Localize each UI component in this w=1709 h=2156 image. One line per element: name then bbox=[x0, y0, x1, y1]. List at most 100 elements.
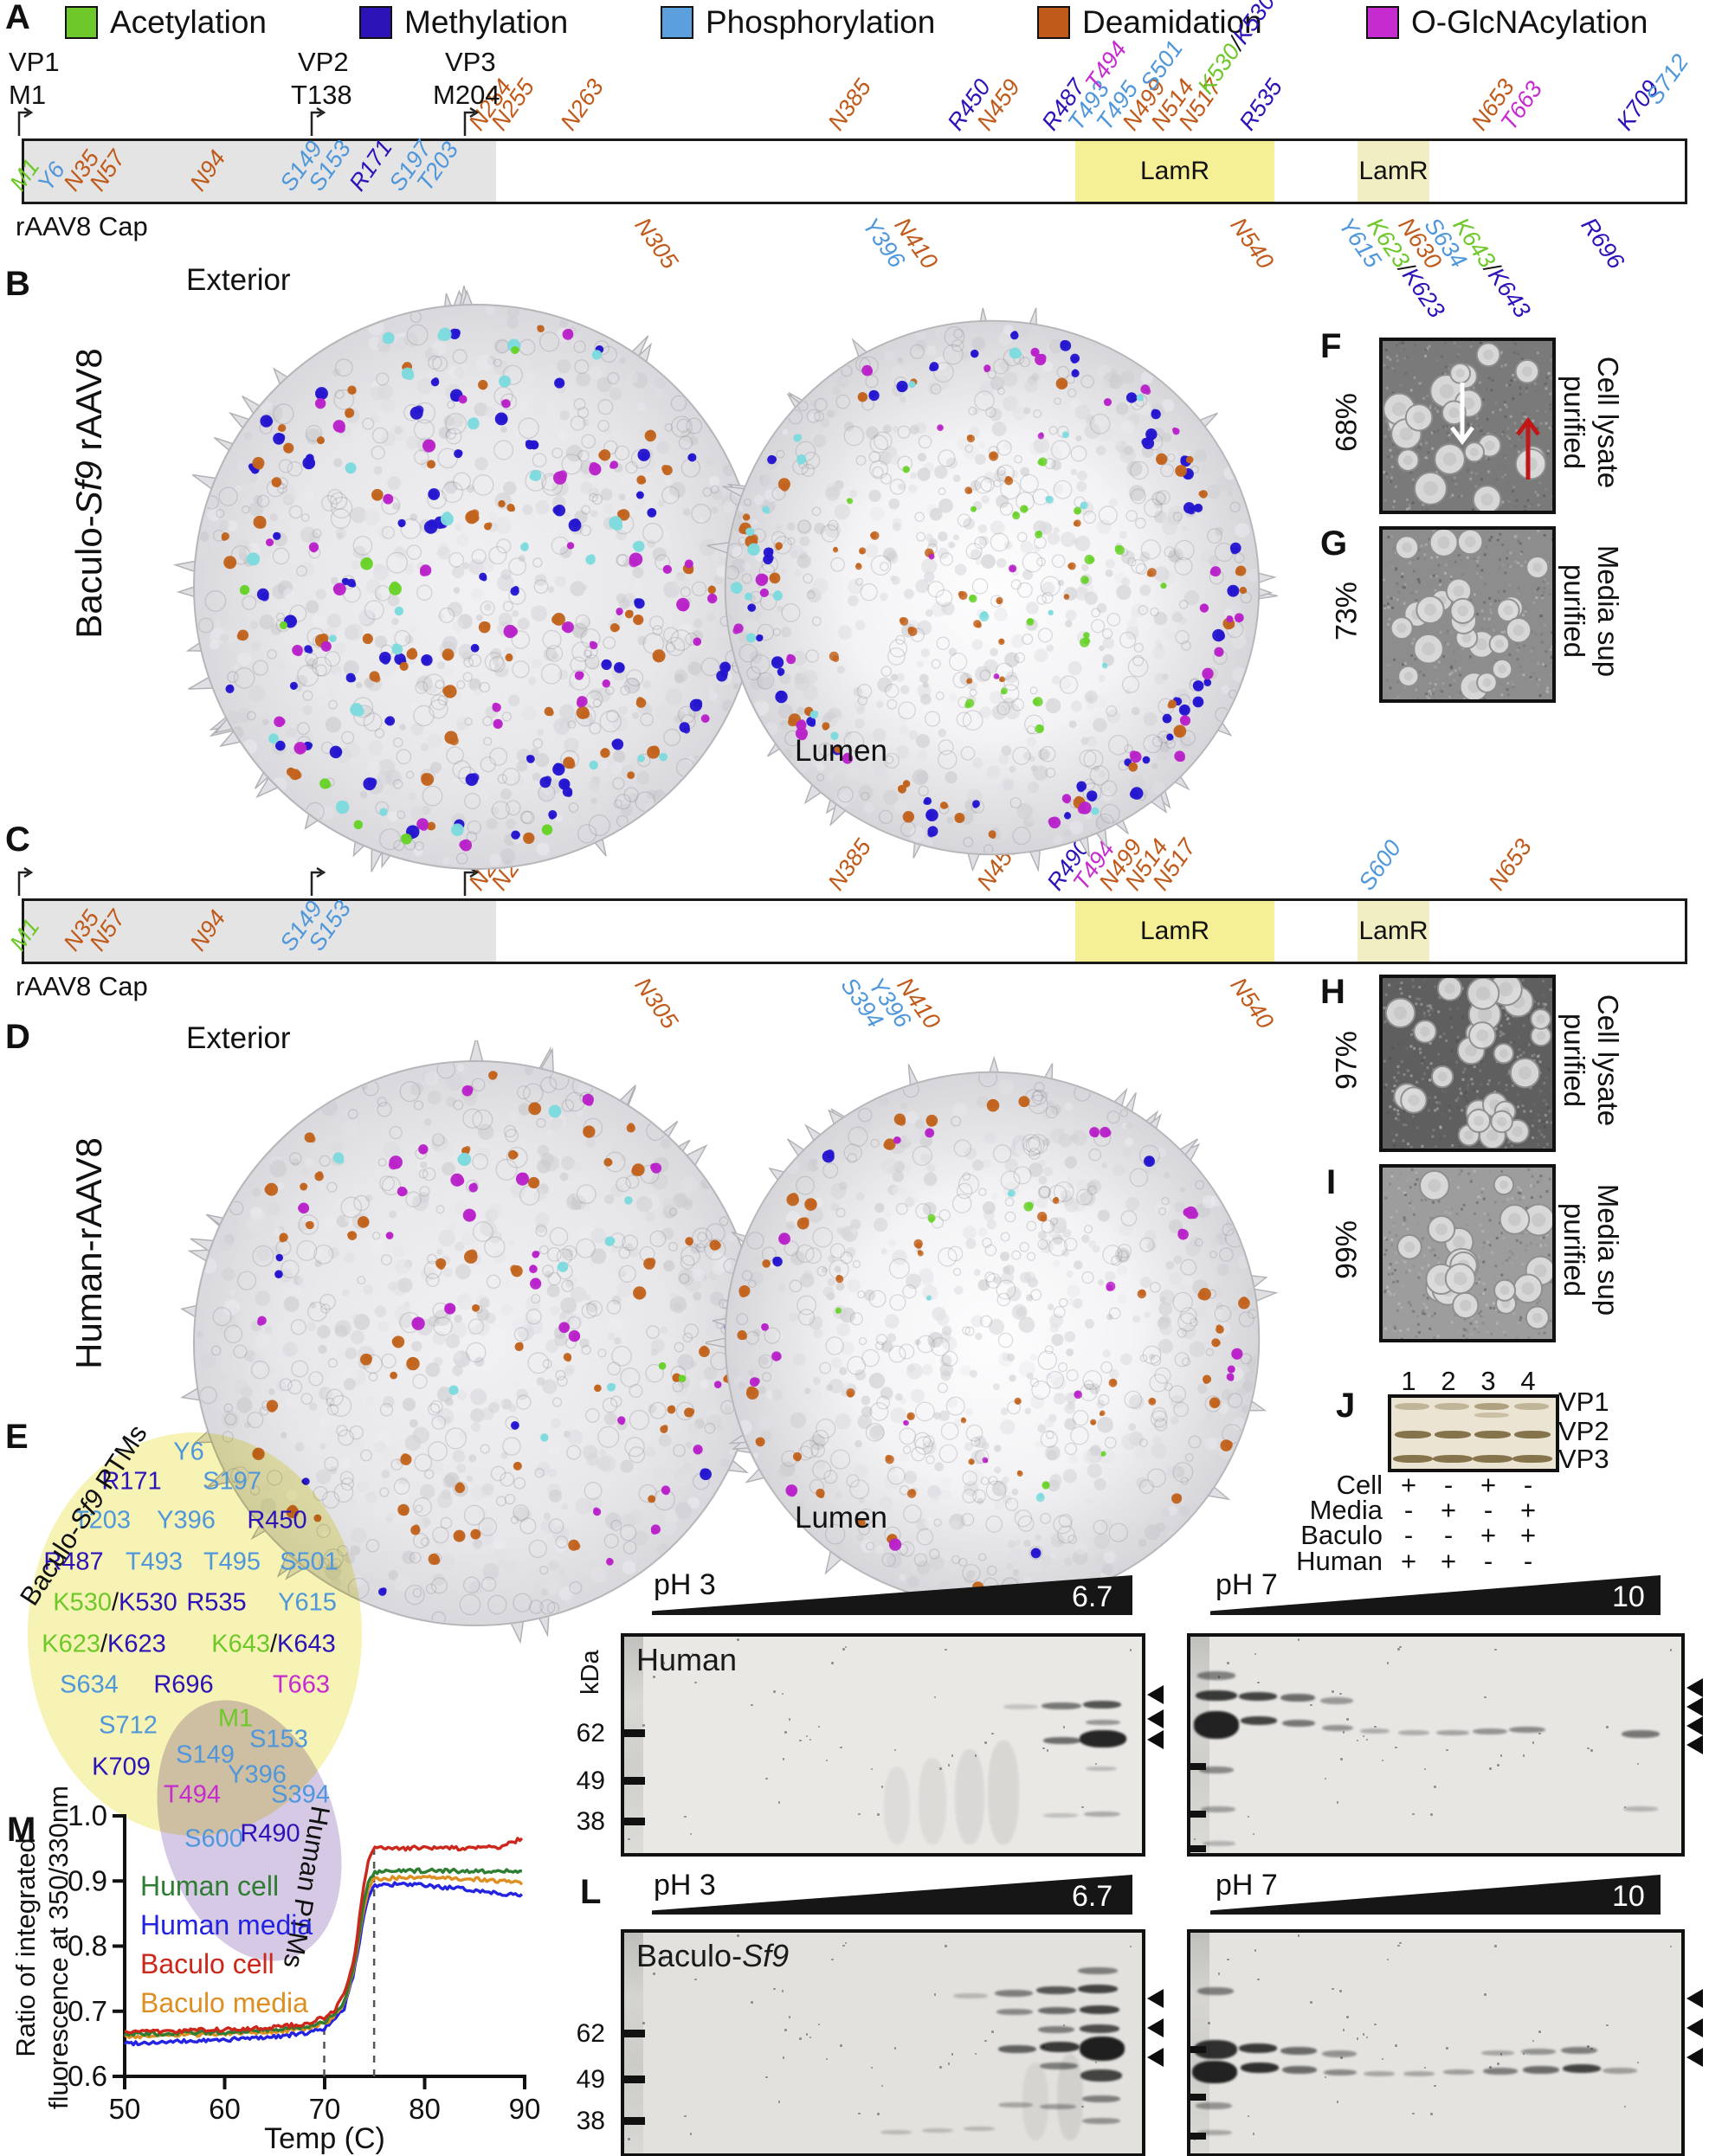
protein-band bbox=[1040, 2063, 1078, 2069]
kda-marker-label: 62 bbox=[576, 2019, 605, 2048]
gel-speckle bbox=[809, 2036, 812, 2039]
residue-text: N305 bbox=[629, 973, 684, 1034]
series-baculo-cell bbox=[124, 1837, 524, 2035]
kda-marker-tick bbox=[624, 2030, 645, 2037]
protein-band bbox=[1282, 1720, 1315, 1727]
residue-text: K530 bbox=[53, 1588, 112, 1617]
gel-speckle bbox=[842, 1648, 845, 1651]
gel-speckle bbox=[1669, 1945, 1673, 1948]
gel-speckle bbox=[831, 1662, 834, 1664]
gel-speckle bbox=[1381, 1759, 1384, 1762]
gel-speckle bbox=[1193, 1837, 1196, 1841]
legend-item: Phosphorylation bbox=[661, 4, 935, 40]
gel-speckle bbox=[628, 1837, 630, 1841]
band-arrowhead-icon bbox=[1686, 2018, 1703, 2037]
panel-D-side-label: Human-rAAV8 bbox=[68, 1137, 110, 1369]
gel-speckle bbox=[1532, 2039, 1535, 2043]
vp1-band bbox=[1435, 1403, 1469, 1410]
protein-band bbox=[988, 1741, 1019, 1844]
protein-band bbox=[1324, 2069, 1357, 2076]
venn-item-baculo: S634 bbox=[60, 1671, 119, 1700]
legend-label: Acetylation bbox=[110, 4, 267, 40]
band-arrowhead-icon bbox=[1686, 1697, 1703, 1716]
gel-speckle bbox=[1499, 2053, 1503, 2056]
gel-speckle bbox=[1522, 1754, 1525, 1757]
gel-speckle bbox=[1532, 1741, 1535, 1744]
gel-speckle bbox=[1423, 1767, 1427, 1770]
residue-label-above: N263 bbox=[555, 74, 609, 135]
gel-speckle bbox=[788, 1718, 791, 1721]
gel-speckle bbox=[844, 1645, 847, 1649]
y-tick-label: 0.7 bbox=[68, 1995, 107, 2027]
kda-marker-tick bbox=[1190, 2133, 1206, 2140]
vp2-band bbox=[1435, 1431, 1471, 1438]
x-tick-label: 60 bbox=[209, 2093, 241, 2125]
em-caption-line: purified bbox=[1558, 375, 1590, 470]
kda-marker-label: 38 bbox=[576, 2107, 605, 2135]
gel-speckle bbox=[877, 1813, 880, 1816]
gel-speckle bbox=[984, 2039, 987, 2043]
sample-row-label: Cell bbox=[1336, 1470, 1383, 1500]
protein-band bbox=[964, 2127, 995, 2131]
protein-band bbox=[1623, 1806, 1658, 1812]
protein-band bbox=[1197, 2130, 1232, 2135]
gel-speckle bbox=[1669, 1649, 1673, 1651]
x-axis-title: Temp (C) bbox=[264, 2122, 385, 2155]
capsid-structure-lumen bbox=[706, 1055, 1279, 1610]
vp-band-label: VP2 bbox=[1558, 1416, 1609, 1446]
gel-speckle bbox=[840, 1746, 842, 1749]
panel-letter-i: I bbox=[1326, 1163, 1337, 1201]
band-arrowhead-icon bbox=[1147, 2018, 1164, 2037]
em-caption-line: purified bbox=[1558, 1202, 1590, 1297]
residue-text: R450 bbox=[247, 1506, 307, 1535]
gel-speckle bbox=[773, 1987, 776, 1991]
vp-gel bbox=[1388, 1394, 1559, 1472]
gel-speckle bbox=[1336, 1801, 1339, 1804]
sample-plus-minus: - bbox=[1483, 1546, 1493, 1576]
protein-band bbox=[1040, 2104, 1076, 2109]
legend-item: Acetylation bbox=[65, 4, 267, 40]
kda-marker-label: 49 bbox=[576, 2065, 605, 2094]
residue-label-above: N653 bbox=[1483, 834, 1537, 895]
capsid-gene-bar: LamR LamR bbox=[22, 898, 1687, 964]
gel-speckle bbox=[1497, 1764, 1499, 1767]
em-caption-line: purified bbox=[1558, 1013, 1590, 1107]
gel-speckle bbox=[1636, 2061, 1640, 2064]
residue-text: S149 bbox=[176, 1741, 235, 1769]
panel-letter-f: F bbox=[1320, 327, 1342, 365]
gel-speckle bbox=[1434, 2084, 1436, 2088]
gel-speckle bbox=[1623, 2105, 1627, 2108]
residue-text: S634 bbox=[60, 1670, 119, 1699]
gel-speckle bbox=[933, 1696, 937, 1699]
protein-band bbox=[1042, 1702, 1081, 1709]
residue-text: S501 bbox=[280, 1548, 339, 1576]
gel-speckle bbox=[991, 2031, 994, 2033]
gel-speckle bbox=[642, 2022, 645, 2024]
gel-speckle bbox=[662, 1958, 666, 1961]
protein-band bbox=[1083, 1701, 1121, 1709]
legend-entry: Baculo cell bbox=[140, 1948, 274, 1979]
residue-text: R487 bbox=[43, 1548, 104, 1576]
protein-band bbox=[1078, 1985, 1118, 1993]
gel-speckle bbox=[1623, 1805, 1627, 1809]
panel-letter-e: E bbox=[5, 1418, 29, 1456]
gel-speckle bbox=[1094, 1762, 1098, 1766]
gel-speckle bbox=[1365, 2036, 1369, 2039]
venn-item-baculo: Y615 bbox=[278, 1589, 337, 1618]
band-arrowhead-icon bbox=[1147, 1989, 1164, 2008]
residue-text: K623 bbox=[42, 1630, 100, 1658]
vp1-band bbox=[1514, 1403, 1549, 1410]
em-percent-label: 68% bbox=[1330, 392, 1364, 453]
em-caption: Cell lysate purified bbox=[1557, 357, 1625, 488]
band-arrowhead-icon bbox=[1686, 2048, 1703, 2067]
protein-band bbox=[1197, 1671, 1235, 1680]
gel-speckle bbox=[1399, 1941, 1402, 1945]
residue-text: / bbox=[100, 1630, 108, 1658]
protein-band bbox=[1080, 2069, 1122, 2082]
gel-speckle bbox=[1381, 2057, 1384, 2061]
label-text: Human bbox=[636, 1642, 738, 1677]
gel-speckle bbox=[1522, 2052, 1525, 2056]
vp-band-label: VP3 bbox=[1558, 1444, 1609, 1474]
gel-speckle bbox=[1590, 1749, 1593, 1752]
